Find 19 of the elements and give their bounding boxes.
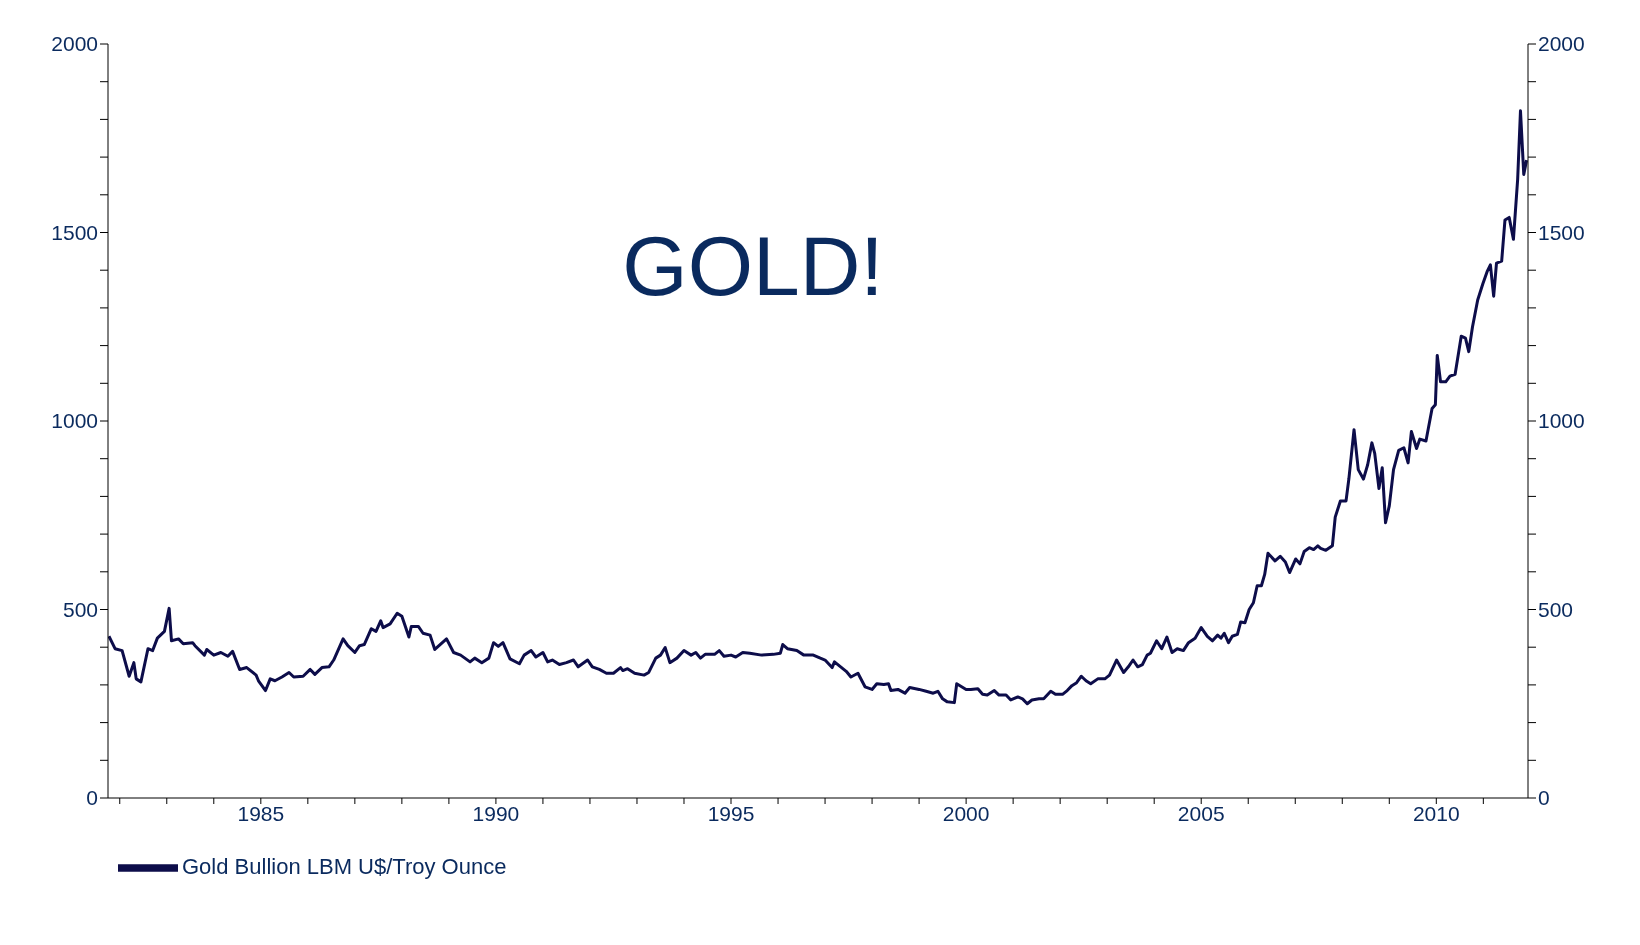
y-tick-label: 1000 (51, 409, 98, 433)
y2-tick-label: 1500 (1538, 220, 1585, 244)
y2-tick-label: 1000 (1538, 409, 1585, 433)
y-tick-label: 500 (62, 597, 98, 621)
x-tick-label: 2005 (1177, 801, 1225, 825)
y-tick-label: 2000 (51, 32, 98, 56)
y-tick-label: 1500 (51, 220, 98, 244)
x-tick-label: 2010 (1412, 801, 1460, 825)
x-tick-label: 1995 (707, 801, 755, 825)
text: GOLD! (622, 219, 884, 313)
y2-tick-label: 0 (1538, 786, 1550, 810)
x-tick-label: 1985 (237, 801, 285, 825)
line-series (108, 109, 1528, 706)
x-tick-label: 2000 (942, 801, 990, 825)
y-tick-label: 0 (86, 786, 98, 810)
y2-tick-label: 500 (1538, 597, 1574, 621)
legend-label: Gold Bullion LBM U$/Troy Ounce (182, 853, 507, 879)
y2-tick-label: 2000 (1538, 32, 1585, 56)
x-tick-label: 1990 (472, 801, 520, 825)
